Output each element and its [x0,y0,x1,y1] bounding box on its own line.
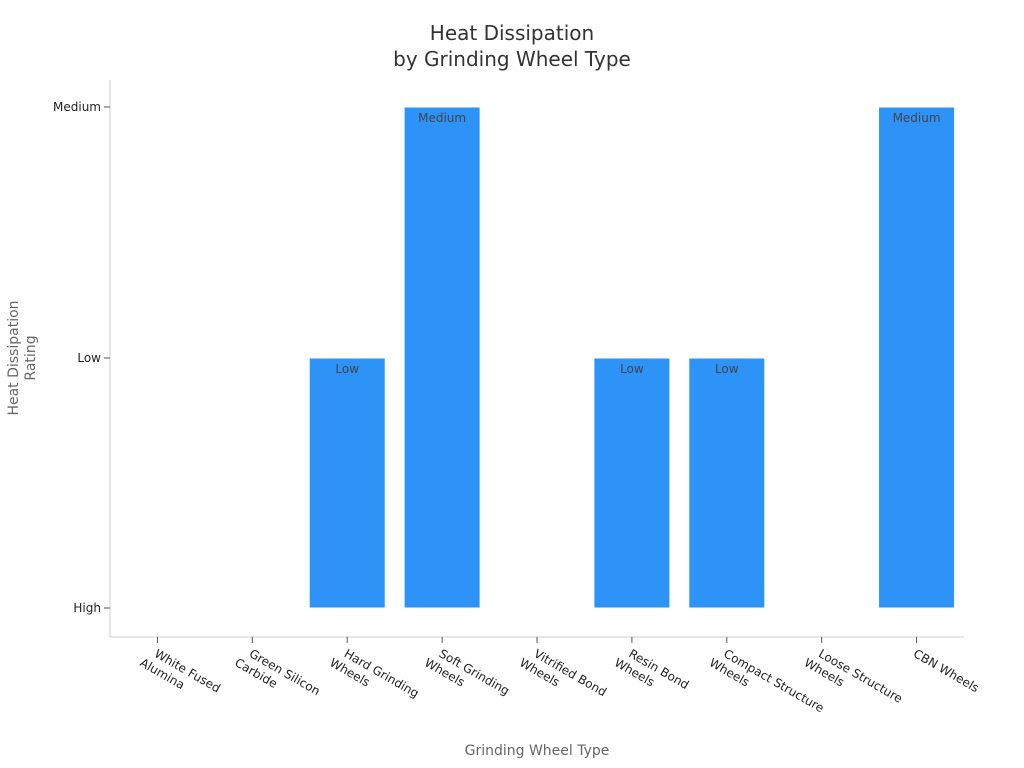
x-tick-label: Soft GrindingWheels [422,642,512,711]
bar [308,357,386,609]
x-tick-label-text: Green SiliconCarbide [232,642,322,711]
bar [878,106,956,609]
x-tick-label: Vitrified BondWheels [517,642,609,712]
x-ticks: White FusedAlumina Green SiliconCarbide Ha… [138,637,981,715]
x-tick-label: Resin BondWheels [612,642,691,705]
bar-data-label: Low [335,362,359,376]
bar-data-label: Medium [893,111,941,125]
y-axis-title: Heat Dissipation Rating [6,300,39,415]
y-axis-title-line-1: Heat Dissipation [6,300,22,415]
y-tick-label: Medium [53,100,101,114]
x-tick-label: White FusedAlumina [138,642,223,708]
x-tick-label-text: Resin BondWheels [612,642,691,705]
x-axis-title: Grinding Wheel Type [465,743,610,759]
x-tick-label: Green SiliconCarbide [232,642,322,711]
y-ticks: High Low Medium [53,100,110,615]
bar [593,357,671,609]
chart-title-line-1: Heat Dissipation [430,21,594,45]
x-tick-label-text: Soft GrindingWheels [422,642,512,711]
bar [688,357,766,609]
bar-data-label: Low [620,362,644,376]
bar-data-label: Medium [418,111,466,125]
x-tick-label: CBN Wheels [911,646,981,695]
bars: Low Medium Low Low Medium [308,106,956,609]
y-tick-label: Low [77,351,101,365]
y-tick-label: High [73,601,101,615]
bar-data-label: Low [715,362,739,376]
x-tick-label-text: Vitrified BondWheels [517,642,609,712]
x-tick-label-text: Hard GrindingWheels [327,642,421,713]
y-axis-title-line-2: Rating [23,335,39,380]
x-tick-label-text: White FusedAlumina [138,642,223,708]
x-tick-label-line: CBN Wheels [911,646,981,695]
x-tick-label: Hard GrindingWheels [327,642,421,713]
x-tick-label-text: CBN Wheels [911,646,981,695]
chart-title-line-2: by Grinding Wheel Type [393,47,631,71]
bar [403,106,481,609]
